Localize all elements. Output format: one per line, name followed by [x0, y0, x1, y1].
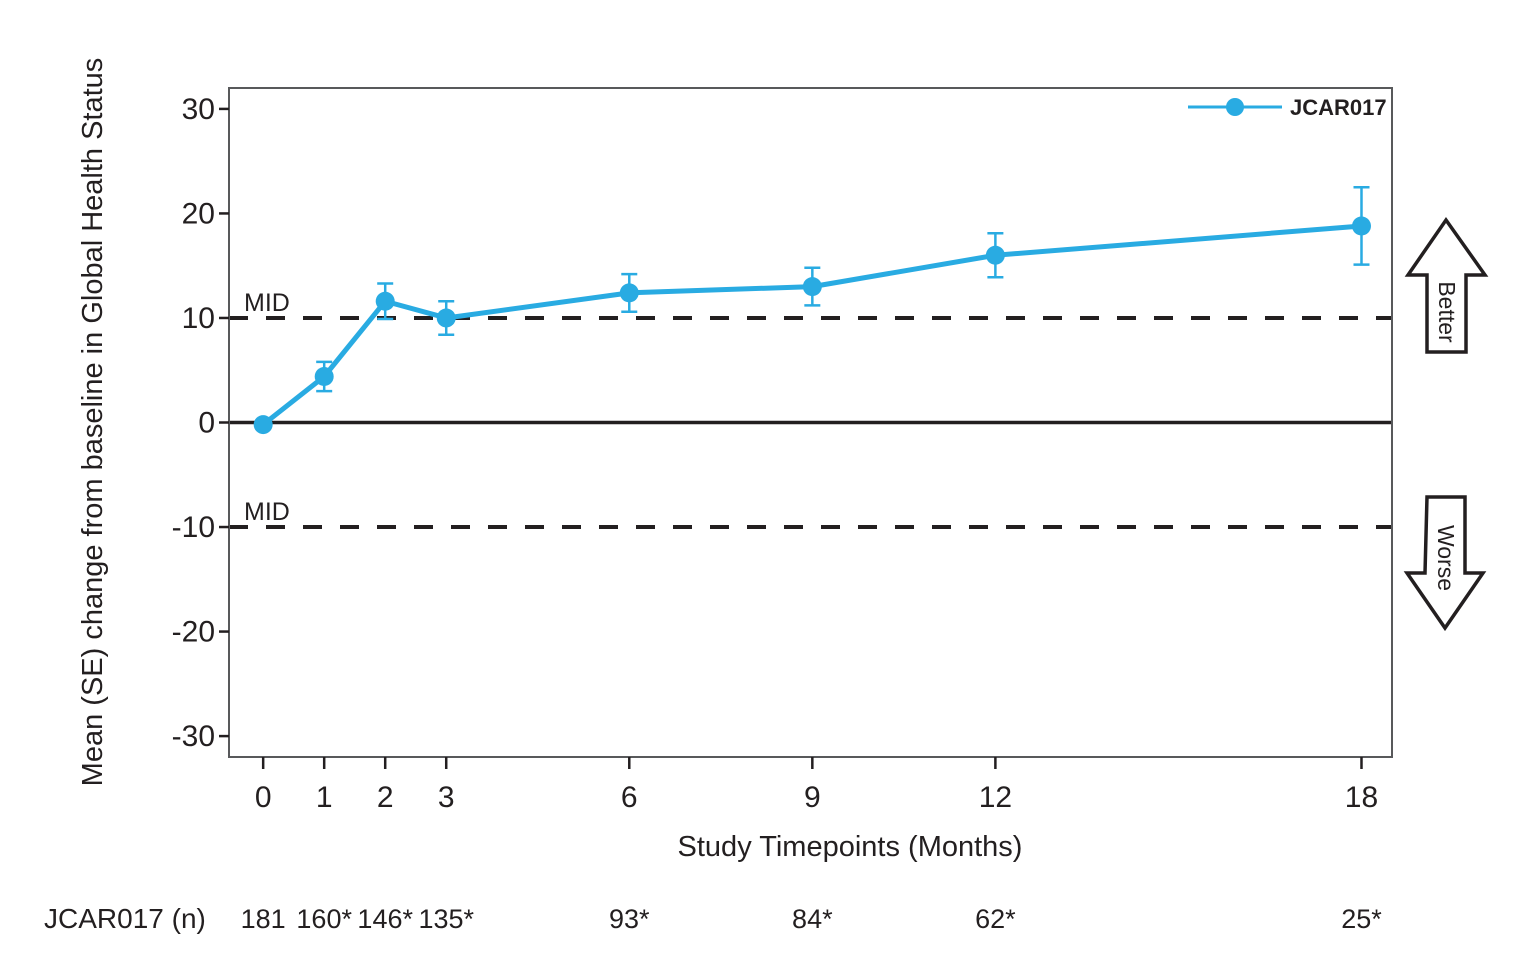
- direction-annotations: Better Worse: [1403, 216, 1489, 632]
- x-tick-label: 18: [1345, 781, 1378, 814]
- y-tick-label: 0: [198, 407, 215, 440]
- data-point-month-9: [802, 277, 822, 297]
- legend-label: JCAR017: [1290, 95, 1387, 120]
- x-axis-title: Study Timepoints (Months): [678, 831, 1023, 863]
- legend: [1188, 98, 1282, 116]
- data-point-month-12: [985, 245, 1005, 265]
- x-tick-label: 12: [979, 781, 1012, 814]
- n-value-month-6: 93*: [609, 904, 650, 934]
- y-tick-label: -20: [172, 616, 215, 649]
- y-axis-title: Mean (SE) change from baseline in Global…: [77, 58, 109, 787]
- x-tick-label: 9: [804, 781, 821, 814]
- x-tick-label: 3: [438, 781, 455, 814]
- n-value-month-2: 146*: [357, 904, 413, 934]
- data-point-month-3: [436, 308, 456, 328]
- y-tick-label: -10: [172, 511, 215, 544]
- n-value-month-18: 25*: [1341, 904, 1382, 934]
- x-tick-label: 1: [316, 781, 333, 814]
- data-point-month-1: [314, 367, 334, 387]
- x-tick-label: 0: [255, 781, 272, 814]
- axis-ticks: [219, 107, 1363, 769]
- n-value-month-9: 84*: [792, 904, 833, 934]
- worse-arrow-label: Worse: [1433, 525, 1459, 591]
- mid-label-upper: MID: [244, 289, 290, 317]
- y-tick-label: -30: [172, 720, 215, 753]
- better-arrow-up-icon: [1404, 216, 1489, 354]
- n-value-month-3: 135*: [418, 904, 474, 934]
- n-value-month-0: 181: [241, 904, 286, 934]
- worse-arrow-down-icon: [1403, 495, 1487, 632]
- reference-lines: [229, 315, 1392, 530]
- y-tick-label: 20: [182, 197, 215, 230]
- n-value-month-1: 160*: [296, 904, 352, 934]
- y-tick-label: 10: [182, 302, 215, 335]
- series-line-jcar017: [261, 223, 1362, 427]
- better-arrow-label: Better: [1434, 281, 1460, 343]
- x-tick-label: 2: [377, 781, 394, 814]
- legend-marker: [1226, 98, 1244, 116]
- x-tick-label: 6: [621, 781, 638, 814]
- data-point-month-6: [619, 283, 639, 303]
- data-point-month-0: [253, 415, 273, 435]
- y-tick-label: 30: [182, 93, 215, 126]
- n-value-month-12: 62*: [975, 904, 1016, 934]
- mid-label-lower: MID: [244, 498, 290, 526]
- n-row-label: JCAR017 (n): [44, 903, 206, 934]
- sample-size-row: 181 160* 146* 135* 93* 84* 62* 25*: [241, 904, 1383, 934]
- data-point-month-2: [375, 291, 395, 311]
- data-point-month-18: [1351, 216, 1371, 236]
- series-layer: [253, 186, 1371, 435]
